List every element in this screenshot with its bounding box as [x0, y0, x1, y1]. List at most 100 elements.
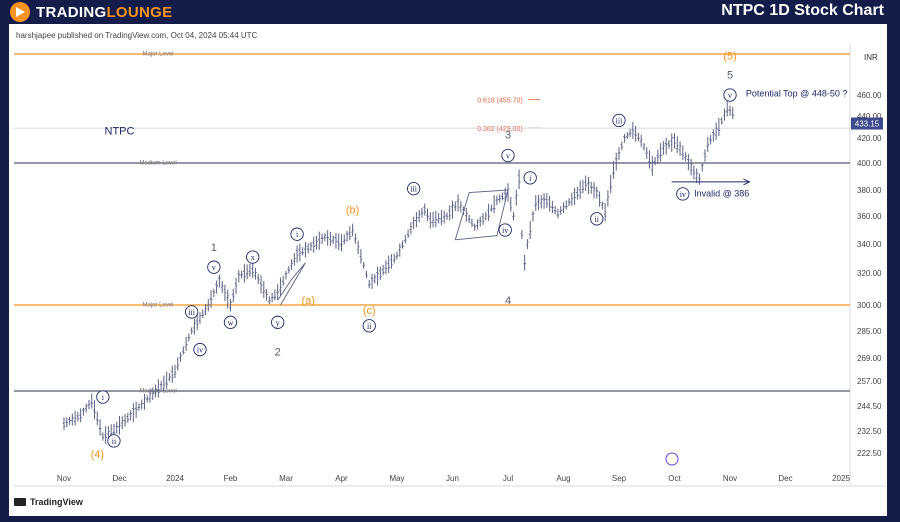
tradinglounge-logo: TRADINGLOUNGE	[10, 1, 172, 23]
wave-label: ii	[595, 215, 600, 224]
y-tick-label: 285.00	[857, 327, 882, 336]
wave-label: y	[276, 318, 280, 327]
level-label: Medium Level	[139, 161, 176, 167]
wave-label-circle	[290, 227, 304, 241]
logo-text-main: TRADING	[36, 3, 107, 21]
chart-annotation: Invalid @ 386	[694, 189, 749, 199]
x-tick-label: May	[389, 474, 404, 483]
wave-label: (c)	[363, 305, 376, 317]
tradingview-logo-icon	[14, 498, 26, 506]
wave-label-circle	[223, 315, 238, 329]
y-tick-label: 420.00	[857, 134, 882, 143]
y-tick-label: 360.00	[857, 212, 882, 221]
wave-4-triangle	[454, 189, 509, 241]
x-tick-label: Feb	[224, 474, 238, 483]
wave-label: iv	[502, 226, 508, 235]
wave-label-circle	[501, 148, 515, 163]
y-tick-label: 257.00	[857, 377, 882, 386]
x-tick-label: Dec	[778, 474, 792, 483]
chart-panel	[9, 24, 887, 516]
wave-label-circle	[246, 250, 260, 264]
wave-label: iii	[410, 185, 417, 194]
wave-label-circle	[590, 212, 604, 226]
level-label: Major Level	[142, 303, 173, 309]
y-tick-label: 460.00	[857, 91, 882, 100]
fib-label: 0.618 (455.70)	[477, 98, 523, 105]
x-tick-label: Apr	[335, 474, 348, 483]
wave-label-circle	[184, 305, 199, 319]
last-price-label: 433.15	[855, 120, 880, 129]
wave-label: x	[251, 253, 255, 262]
wave-label: iii	[188, 308, 195, 317]
level-label: Major Level	[142, 52, 173, 58]
wave-label: 3	[505, 130, 511, 142]
wave-label-circle	[612, 113, 626, 128]
wave-label: ii	[112, 437, 117, 446]
wave-label-circle	[193, 342, 207, 357]
y-tick-label: 440.00	[857, 112, 882, 121]
x-tick-label: Dec	[112, 474, 126, 483]
wave-label-circle	[498, 223, 512, 237]
wave-label: v	[506, 152, 510, 161]
x-tick-label: Mar	[279, 474, 293, 483]
wave-label: (5)	[723, 50, 736, 62]
x-tick-label: Sep	[612, 474, 627, 483]
wave-label: ii	[367, 322, 372, 331]
wave-label: i	[102, 393, 105, 402]
last-price-tag	[851, 117, 883, 130]
wave-label: v	[212, 263, 216, 272]
wave-label: i	[529, 174, 532, 183]
wave-label: v	[728, 91, 732, 100]
wave-label-circle	[406, 181, 421, 196]
wave-label: 5	[727, 70, 733, 82]
x-tick-label: Aug	[556, 474, 570, 483]
event-flag-icon	[665, 452, 679, 466]
y-tick-label: 222.50	[857, 449, 882, 458]
wave-label-circle	[362, 319, 376, 333]
wave-label: (b)	[346, 205, 359, 217]
x-tick-label: Nov	[723, 474, 737, 483]
y-tick-label: 340.00	[857, 240, 882, 249]
y-tick-label: 269.00	[857, 354, 882, 363]
wave-label: NTPC	[105, 125, 135, 137]
wave-label: iv	[197, 346, 203, 355]
x-tick-label: Oct	[668, 474, 681, 483]
chart-title: NTPC 1D Stock Chart	[721, 2, 884, 19]
wave-label: (a)	[301, 295, 314, 307]
x-tick-label: Jun	[446, 474, 459, 483]
x-tick-label: Jul	[503, 474, 513, 483]
wave-label: 2	[275, 346, 281, 358]
tradingview-brand[interactable]: TradingView	[14, 497, 83, 507]
wave-2-triangle	[277, 262, 306, 306]
wave-label: i	[296, 230, 299, 239]
wave-label: (4)	[91, 449, 104, 461]
wave-label: 4	[505, 295, 511, 307]
y-tick-label: 400.00	[857, 159, 882, 168]
wave-label: w	[228, 318, 234, 327]
header-banner: TRADINGLOUNGE NTPC 1D Stock Chart	[0, 0, 900, 24]
invalidation-arrow-head	[743, 178, 751, 186]
publisher-info: harshjapee published on TradingView.com,…	[16, 31, 258, 40]
y-tick-label: 244.50	[857, 402, 882, 411]
y-tick-label: 232.50	[857, 427, 882, 436]
x-tick-label: Nov	[57, 474, 71, 483]
wave-label-circle	[271, 315, 285, 329]
y-tick-label: 320.00	[857, 269, 882, 278]
y-tick-label: 300.00	[857, 301, 882, 310]
wave-label-circle	[723, 88, 737, 102]
x-tick-label: 2024	[166, 474, 184, 483]
wave-label: iii	[616, 116, 623, 125]
wave-label: 1	[211, 242, 217, 254]
tradingview-brand-text: TradingView	[30, 497, 83, 507]
wave-label-circle	[523, 171, 537, 185]
wave-label-circle	[676, 187, 690, 201]
x-tick-label: 2025	[832, 474, 850, 483]
wave-label-circle	[107, 434, 121, 448]
play-logo-icon	[10, 2, 30, 22]
wave-label-circle	[96, 390, 110, 404]
chart-annotation: Potential Top @ 448-50 ?	[746, 88, 848, 98]
logo-text-accent: LOUNGE	[106, 3, 173, 21]
wave-label: iv	[680, 190, 686, 199]
wave-label-circle	[207, 260, 221, 274]
